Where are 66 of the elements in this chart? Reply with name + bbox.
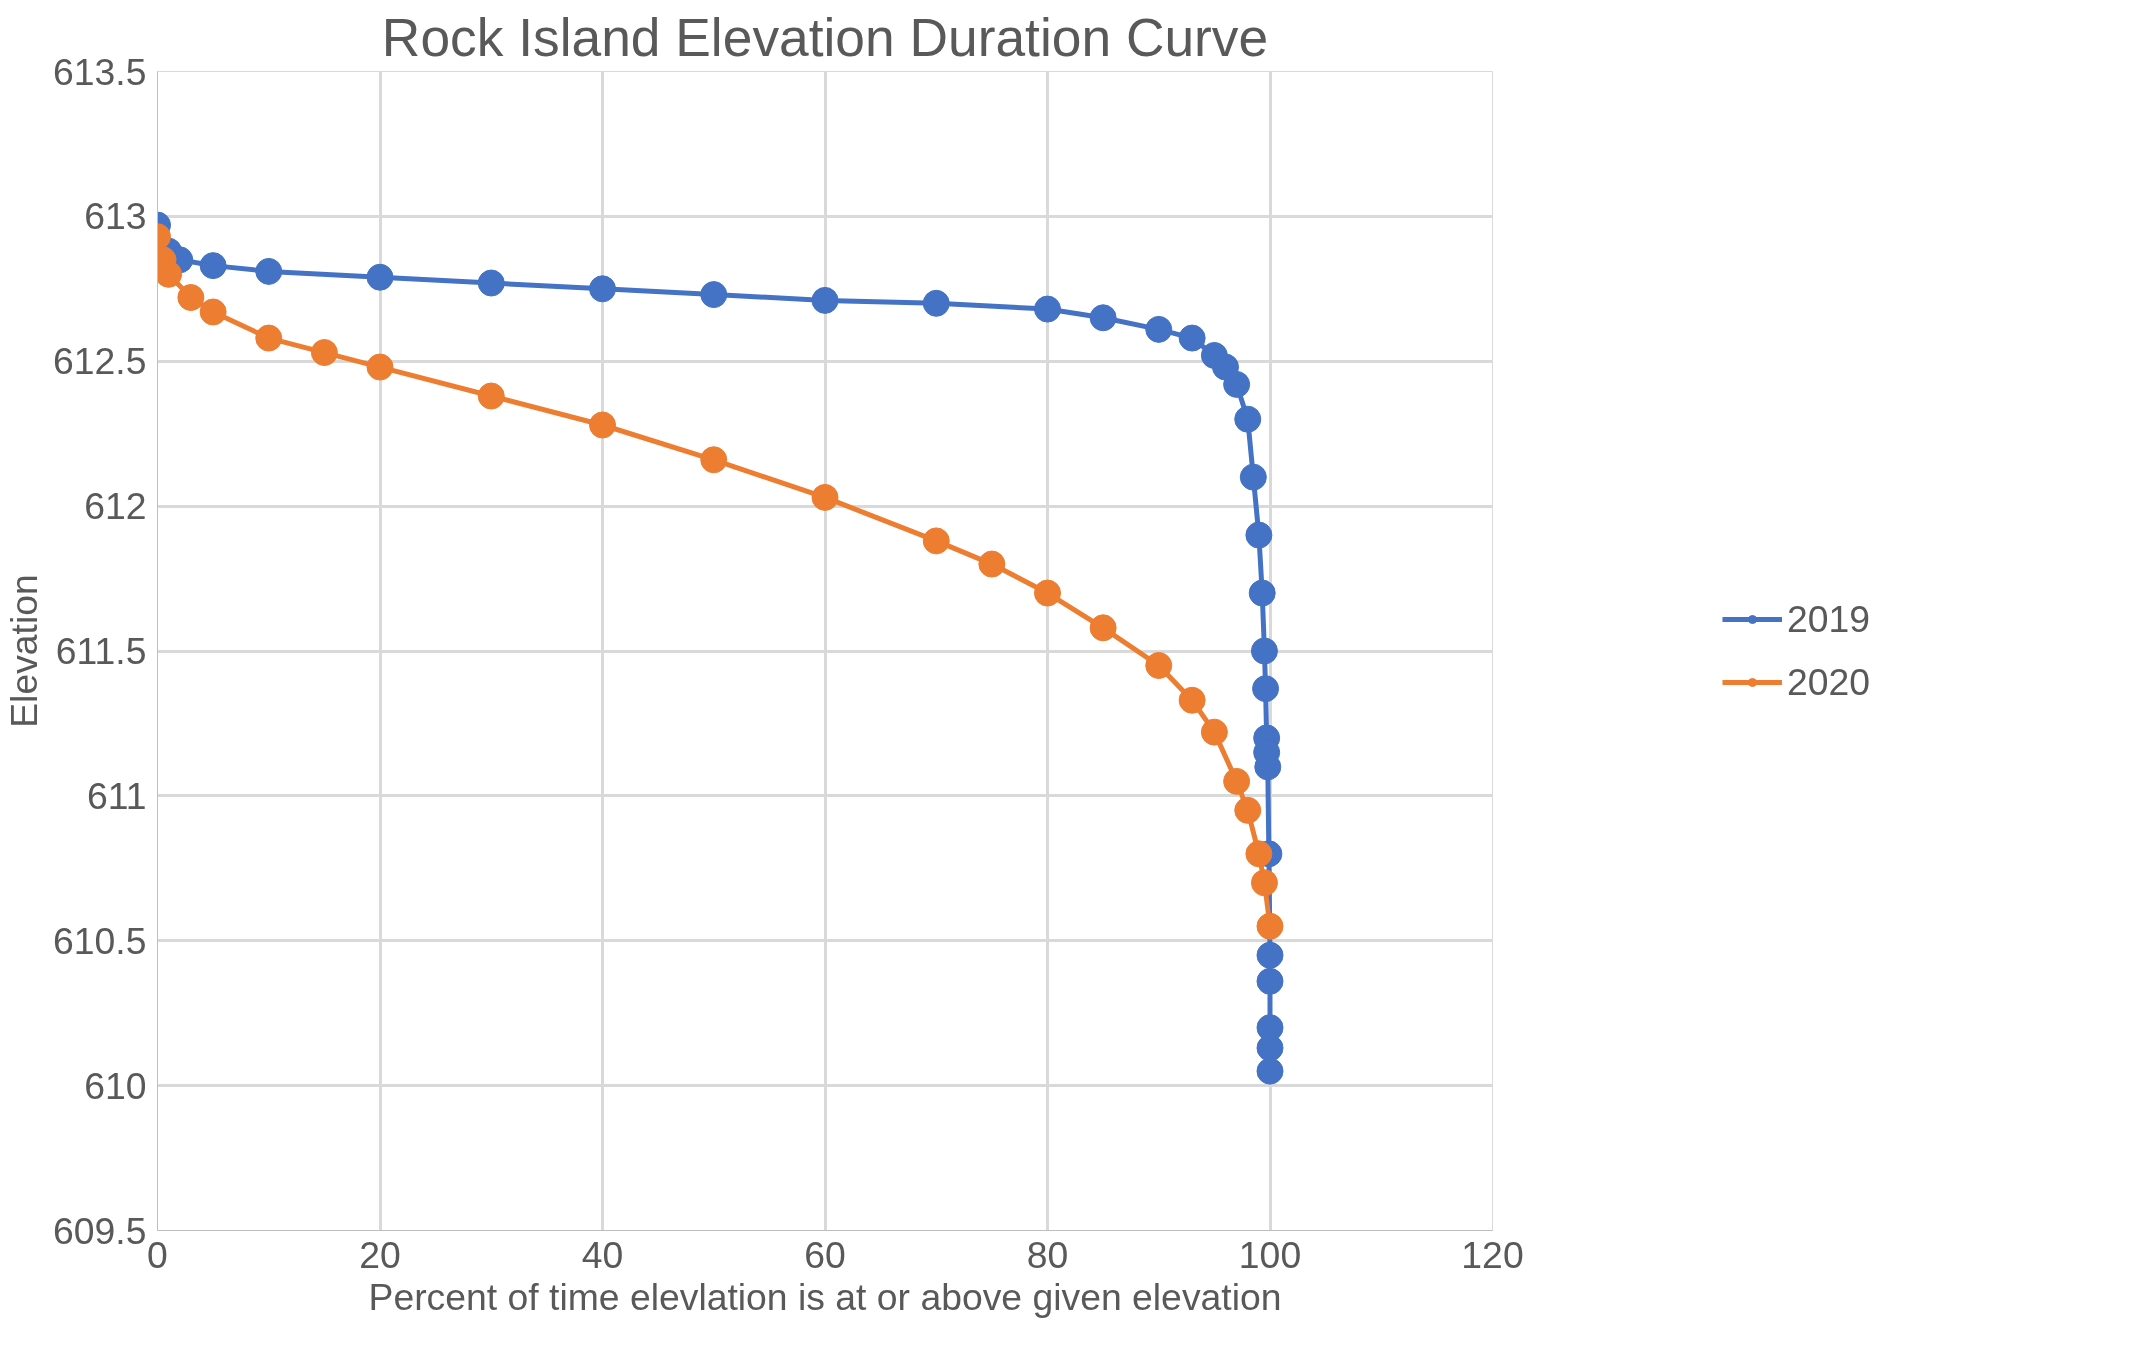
y-tick-label: 610 [84,1064,147,1107]
point [700,281,728,309]
point [1234,796,1262,824]
point [1239,463,1267,491]
point [1252,675,1280,703]
point [157,260,183,288]
point [366,353,394,381]
point [700,446,728,474]
point [1200,718,1228,746]
x-tick-label: 100 [1238,1233,1302,1276]
point [199,252,227,280]
x-tick-label: 20 [359,1233,401,1276]
point [1256,967,1284,995]
x-tick-label: 120 [1461,1233,1524,1276]
point [1089,614,1117,642]
point [199,298,227,326]
point [310,339,338,367]
point [1245,840,1273,868]
point [1250,869,1278,897]
point [589,275,616,303]
point [1178,324,1206,352]
x-tick-label: 0 [147,1233,168,1276]
chart-title: Rock Island Elevation Duration Curve [381,7,1269,67]
point [255,257,283,285]
point [1245,521,1273,549]
point [366,263,394,291]
point [1089,304,1117,332]
y-tick-label: 609.5 [53,1209,147,1252]
point [177,284,205,311]
point [1256,912,1284,940]
x-axis-title: Percent of time elevlation is at or above given elevation [368,1275,1282,1318]
point [1256,941,1284,969]
point [1034,295,1061,323]
point [255,324,283,352]
point [922,289,950,317]
point [1223,767,1251,795]
y-tick-label: 612.5 [53,340,147,383]
legend-label: 2020 [1786,660,1871,704]
point [477,269,505,297]
y-tick-label: 613.5 [53,50,147,93]
x-tick-label: 40 [581,1233,624,1276]
x-tick-label: 60 [804,1233,846,1276]
point [811,483,839,511]
x-tick-label: 80 [1026,1233,1069,1276]
point [1145,652,1173,679]
point [1178,686,1206,714]
y-tick-label: 612 [84,485,147,528]
point [477,382,505,410]
point [1223,370,1251,398]
y-tick-label: 610.5 [53,919,147,962]
y-tick-label: 613 [84,195,147,238]
point [922,527,950,555]
point [589,411,616,439]
y-tick-label: 611 [86,774,147,817]
legend-label: 2019 [1786,597,1871,641]
point [1250,637,1278,665]
point [1256,1057,1284,1085]
y-tick-label: 611.5 [55,630,147,672]
point [811,286,839,314]
point [1234,405,1262,433]
point [1256,1034,1284,1062]
point [1248,579,1276,607]
point [1145,315,1173,343]
point [978,550,1006,578]
y-axis-title: Elevation [3,574,46,728]
point [1034,579,1061,607]
